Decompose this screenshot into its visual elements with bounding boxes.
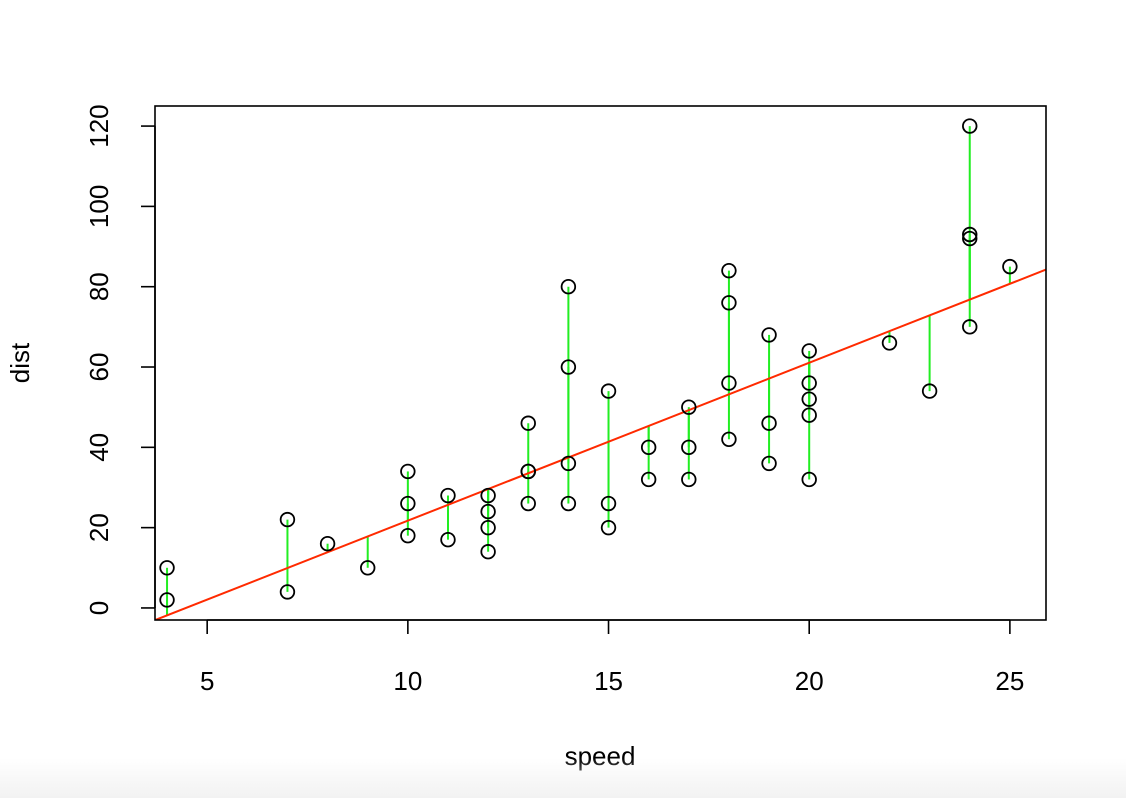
x-tick-label: 5 (200, 666, 214, 696)
x-tick-label: 20 (795, 666, 824, 696)
regression-line (155, 268, 1046, 620)
data-point (721, 262, 737, 279)
data-point (761, 415, 777, 431)
data-point (480, 544, 496, 560)
data-point (962, 118, 978, 134)
data-point (159, 592, 175, 608)
data-point (1002, 258, 1018, 275)
data-point (520, 495, 536, 512)
data-point (761, 327, 777, 343)
data-point (681, 399, 697, 415)
window-bottom-fade (0, 758, 1126, 798)
data-point (600, 383, 617, 399)
data-point (400, 527, 416, 544)
y-axis-title: dist (5, 342, 35, 383)
data-point (560, 279, 577, 295)
data-point (801, 471, 817, 488)
x-tick-label: 25 (995, 666, 1024, 696)
data-point (962, 226, 978, 243)
y-tick-label: 100 (84, 185, 114, 228)
data-point (560, 455, 577, 472)
data-point (480, 487, 496, 504)
data-point (400, 495, 416, 512)
data-point (279, 511, 296, 528)
data-point (159, 560, 175, 576)
data-point (921, 383, 938, 399)
x-tick-label: 10 (393, 666, 422, 696)
y-axis: 0 20 40 60 80 100 120 (84, 104, 156, 615)
data-point (881, 335, 898, 351)
x-axis: 5 10 15 20 25 (200, 619, 1024, 696)
y-tick-label: 80 (84, 272, 114, 301)
y-tick-label: 120 (84, 104, 114, 147)
data-point (600, 495, 617, 512)
y-tick-label: 0 (84, 601, 114, 615)
data-points (159, 118, 1018, 608)
data-point (721, 431, 737, 447)
data-point (520, 463, 536, 480)
data-point (681, 439, 697, 456)
data-point (319, 536, 336, 552)
data-point (801, 407, 817, 423)
data-point (400, 463, 416, 480)
data-point (640, 439, 657, 456)
data-point (962, 230, 978, 247)
y-tick-label: 60 (84, 353, 114, 382)
data-point (520, 415, 536, 431)
x-tick-label: 15 (594, 666, 623, 696)
data-point (681, 471, 697, 488)
data-point (721, 375, 737, 391)
data-point (801, 391, 817, 407)
data-point (600, 519, 617, 536)
data-point (480, 503, 496, 520)
data-point (480, 519, 496, 536)
data-point (721, 295, 737, 311)
data-point (560, 359, 577, 375)
y-tick-label: 20 (84, 513, 114, 542)
data-point (560, 495, 577, 512)
data-point (360, 560, 376, 576)
regression-line-layer (155, 268, 1046, 620)
plot-frame (154, 105, 1047, 621)
data-point (801, 375, 817, 391)
data-point (962, 319, 978, 335)
data-point (279, 584, 296, 600)
data-point (761, 455, 777, 472)
residual-lines (166, 126, 1011, 616)
data-point (440, 487, 456, 504)
y-tick-label: 40 (84, 433, 114, 462)
data-point (640, 471, 657, 488)
data-point (801, 343, 817, 359)
data-point (440, 531, 456, 548)
